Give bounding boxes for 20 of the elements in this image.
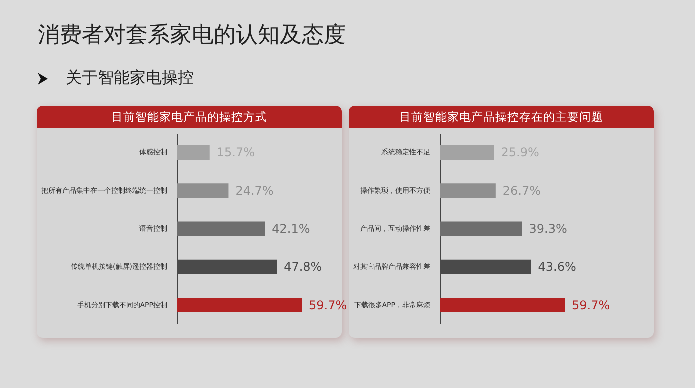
chart-title: 目前智能家电产品的操控方式 bbox=[37, 106, 342, 128]
data-label: 26.7% bbox=[502, 184, 542, 198]
bar bbox=[177, 298, 302, 313]
text: 消费者对套系家电的认知及态度 bbox=[38, 22, 346, 50]
bar bbox=[177, 184, 229, 198]
bar bbox=[440, 298, 565, 313]
chart-title: 目前智能家电产品操控存在的主要问题 bbox=[349, 106, 654, 128]
bar bbox=[440, 145, 494, 160]
data-label: 59.7% bbox=[572, 298, 610, 312]
text: 关于智能家电操控 bbox=[66, 68, 194, 89]
data-label: 39.3% bbox=[529, 222, 568, 236]
bar bbox=[177, 222, 266, 236]
data-label: 42.1% bbox=[272, 222, 310, 236]
bar bbox=[440, 184, 496, 198]
data-label: 47.8% bbox=[284, 260, 322, 274]
data-label: 43.6% bbox=[538, 260, 576, 274]
data-label: 59.7% bbox=[309, 298, 348, 312]
data-label: 24.7% bbox=[236, 184, 274, 198]
bar bbox=[177, 145, 210, 160]
bar bbox=[440, 222, 522, 236]
